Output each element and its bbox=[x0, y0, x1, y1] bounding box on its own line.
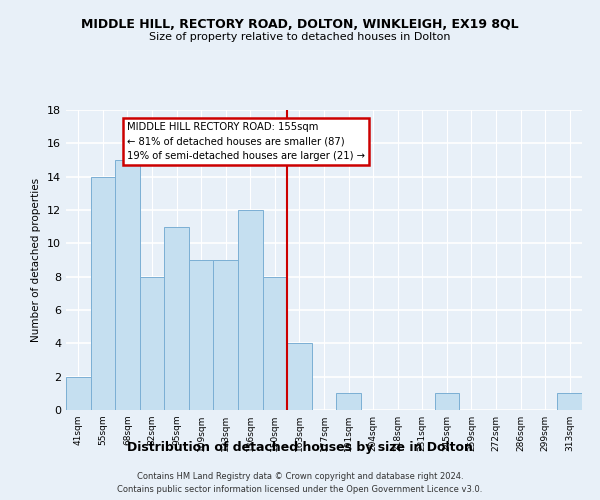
Text: MIDDLE HILL RECTORY ROAD: 155sqm
← 81% of detached houses are smaller (87)
19% o: MIDDLE HILL RECTORY ROAD: 155sqm ← 81% o… bbox=[127, 122, 365, 162]
Text: Contains public sector information licensed under the Open Government Licence v3: Contains public sector information licen… bbox=[118, 485, 482, 494]
Text: Contains HM Land Registry data © Crown copyright and database right 2024.: Contains HM Land Registry data © Crown c… bbox=[137, 472, 463, 481]
Text: Size of property relative to detached houses in Dolton: Size of property relative to detached ho… bbox=[149, 32, 451, 42]
Bar bbox=[189, 260, 214, 410]
Bar bbox=[238, 210, 263, 410]
Bar bbox=[287, 344, 312, 410]
Text: MIDDLE HILL, RECTORY ROAD, DOLTON, WINKLEIGH, EX19 8QL: MIDDLE HILL, RECTORY ROAD, DOLTON, WINKL… bbox=[81, 18, 519, 30]
Y-axis label: Number of detached properties: Number of detached properties bbox=[31, 178, 41, 342]
Bar bbox=[115, 160, 140, 410]
Bar bbox=[91, 176, 115, 410]
Bar bbox=[263, 276, 287, 410]
Bar bbox=[214, 260, 238, 410]
Bar bbox=[557, 394, 582, 410]
Bar bbox=[164, 226, 189, 410]
Text: Distribution of detached houses by size in Dolton: Distribution of detached houses by size … bbox=[127, 441, 473, 454]
Bar bbox=[140, 276, 164, 410]
Bar bbox=[336, 394, 361, 410]
Bar bbox=[434, 394, 459, 410]
Bar bbox=[66, 376, 91, 410]
